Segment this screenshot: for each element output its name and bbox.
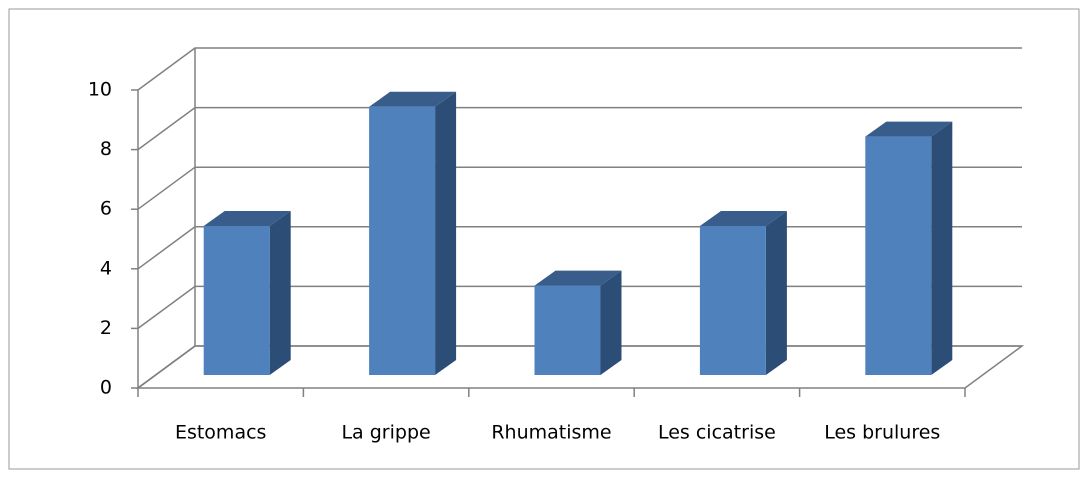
- y-tick-label: 6: [100, 198, 112, 220]
- bar: [369, 106, 436, 376]
- bar-top: [534, 270, 622, 286]
- bar-top: [865, 121, 953, 137]
- x-tick-label: La grippe: [341, 422, 430, 444]
- bar: [699, 226, 766, 375]
- x-tick-label: Estomacs: [175, 422, 266, 444]
- bar: [203, 226, 270, 375]
- y-tick-label: 4: [100, 257, 112, 279]
- y-tick-label: 2: [100, 317, 112, 339]
- bar-side: [435, 91, 457, 376]
- bar-side: [931, 121, 953, 375]
- bar-side: [765, 211, 787, 375]
- y-tick-label: 0: [100, 377, 112, 399]
- bar-side: [269, 211, 291, 375]
- y-tick-label: 8: [100, 138, 112, 160]
- x-tick-label: Les brulures: [824, 422, 940, 444]
- x-tick-label: Rhumatisme: [491, 422, 611, 444]
- bar-side: [600, 270, 622, 375]
- x-tick-label: Les cicatrise: [658, 422, 776, 444]
- grid-line: [137, 47, 1022, 91]
- grid-line: [137, 106, 1022, 151]
- bar-top: [369, 91, 457, 107]
- grid-line: [137, 166, 1022, 210]
- y-tick-label: 10: [88, 79, 112, 101]
- bar-top: [203, 211, 291, 226]
- bar: [534, 285, 601, 375]
- bar: [865, 136, 932, 375]
- bar-top: [699, 211, 787, 226]
